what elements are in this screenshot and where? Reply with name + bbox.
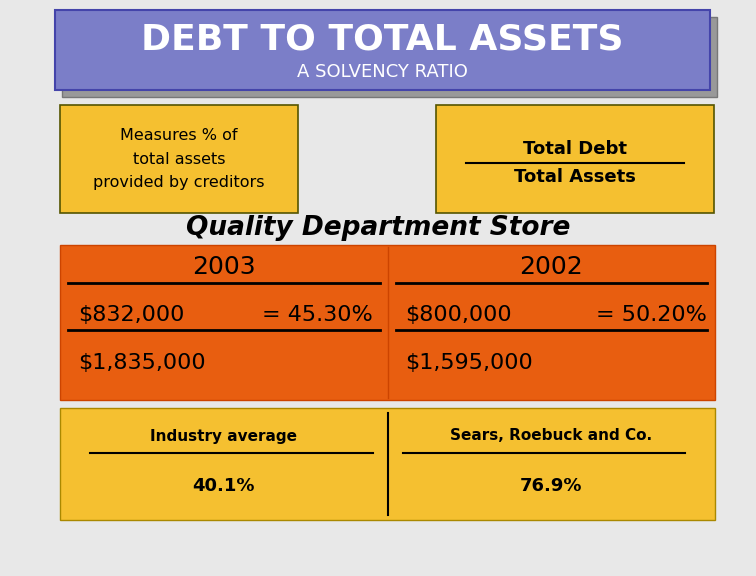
Bar [60,245,715,400]
Text: $800,000: $800,000 [405,305,512,325]
Bar [436,105,714,213]
Text: Total Assets: Total Assets [514,168,636,186]
Text: $832,000: $832,000 [78,305,184,325]
Text: 2002: 2002 [519,255,583,279]
Bar [55,10,710,90]
Text: $1,835,000: $1,835,000 [78,353,206,373]
Text: 40.1%: 40.1% [193,477,255,495]
Text: $1,595,000: $1,595,000 [405,353,533,373]
Text: DEBT TO TOTAL ASSETS: DEBT TO TOTAL ASSETS [141,23,624,57]
Text: Measures % of
total assets
provided by creditors: Measures % of total assets provided by c… [93,128,265,190]
Text: Quality Department Store: Quality Department Store [186,215,570,241]
Text: = 45.30%: = 45.30% [262,305,373,325]
Bar [62,17,717,97]
Text: 2003: 2003 [192,255,256,279]
Text: 76.9%: 76.9% [520,477,583,495]
Bar [60,408,715,520]
Text: Total Debt: Total Debt [523,140,627,158]
Text: = 50.20%: = 50.20% [596,305,707,325]
Bar [60,105,298,213]
Text: Sears, Roebuck and Co.: Sears, Roebuck and Co. [450,429,652,444]
Text: Industry average: Industry average [150,429,297,444]
Text: A SOLVENCY RATIO: A SOLVENCY RATIO [297,63,468,81]
